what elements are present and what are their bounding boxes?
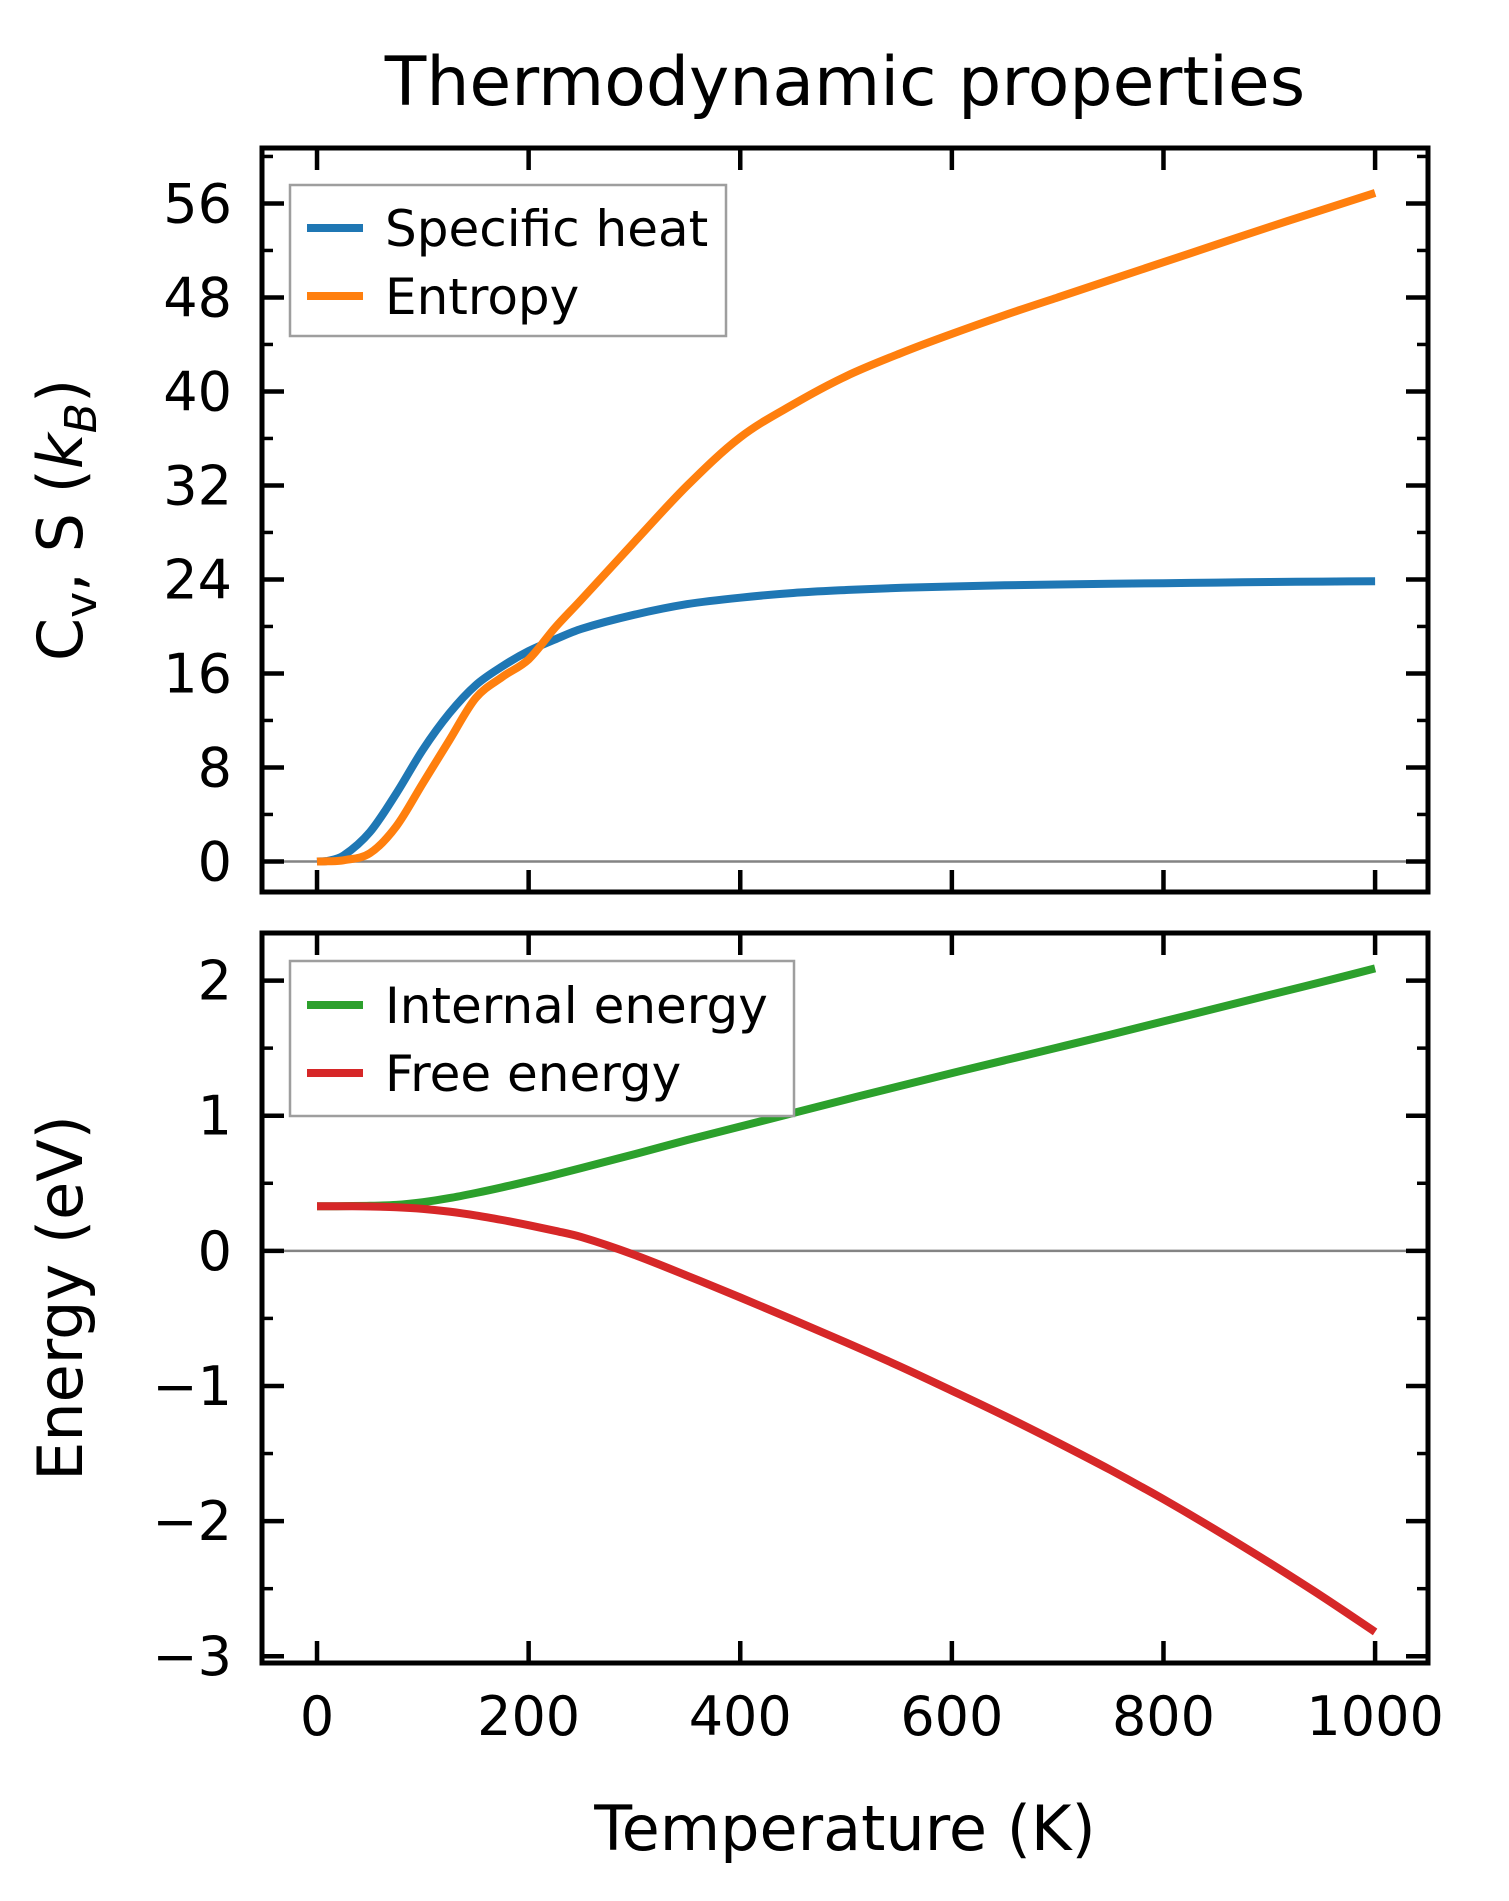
x-tick-label: 0 bbox=[300, 1685, 334, 1748]
legend-bottom: Internal energy Free energy bbox=[288, 959, 796, 1118]
legend-top-box bbox=[288, 183, 728, 338]
y-axis-label-bottom: Energy (eV) bbox=[24, 1115, 97, 1481]
y-axis-label-top: Cv, S (kB) bbox=[24, 379, 107, 661]
y-tick-label: 16 bbox=[163, 642, 232, 705]
specific-heat-curve bbox=[316, 577, 1376, 866]
plot-frame bbox=[259, 930, 1431, 1666]
legend-bottom-box bbox=[288, 959, 796, 1118]
bottom-plot: 0 200 400 600 800 1000 −3 −2 −1 0 1 2 bbox=[152, 930, 1444, 1748]
y-tick-label: 8 bbox=[198, 736, 232, 799]
y-tick-label: 24 bbox=[163, 548, 232, 611]
x-tick-label: 200 bbox=[477, 1685, 580, 1748]
x-tick-label: 800 bbox=[1112, 1685, 1215, 1748]
plot-frame bbox=[259, 145, 1431, 895]
legend-label-specific-heat: Specific heat bbox=[385, 200, 708, 258]
chart-title: Thermodynamic properties bbox=[384, 43, 1305, 122]
y-tick-label: 0 bbox=[198, 1220, 232, 1283]
y-tick-label: −1 bbox=[152, 1355, 232, 1418]
y-tick-label: 56 bbox=[163, 172, 232, 235]
y-tick-label: 0 bbox=[198, 830, 232, 893]
y-tick-label: −3 bbox=[152, 1625, 232, 1688]
x-tick-label: 600 bbox=[900, 1685, 1003, 1748]
y-tick-label: 2 bbox=[198, 950, 232, 1013]
free-energy-curve bbox=[317, 1202, 1378, 1636]
y-tick-label: 48 bbox=[163, 266, 232, 329]
legend-label-internal-energy: Internal energy bbox=[385, 977, 768, 1035]
y-tick-label: 40 bbox=[163, 360, 232, 423]
legend-label-entropy: Entropy bbox=[385, 268, 579, 326]
top-plot: 0 8 16 24 32 40 48 56 bbox=[163, 145, 1431, 895]
x-tick-label: 1000 bbox=[1306, 1685, 1443, 1748]
y-tick-label: 32 bbox=[163, 454, 232, 517]
legend-top: Specific heat Entropy bbox=[288, 183, 728, 338]
x-tick-label: 400 bbox=[689, 1685, 792, 1748]
entropy-curve bbox=[316, 189, 1377, 866]
y-tick-label: 1 bbox=[198, 1085, 232, 1148]
y-tick-label: −2 bbox=[152, 1490, 232, 1553]
legend-label-free-energy: Free energy bbox=[385, 1045, 681, 1103]
x-axis-label: Temperature (K) bbox=[593, 1792, 1095, 1865]
